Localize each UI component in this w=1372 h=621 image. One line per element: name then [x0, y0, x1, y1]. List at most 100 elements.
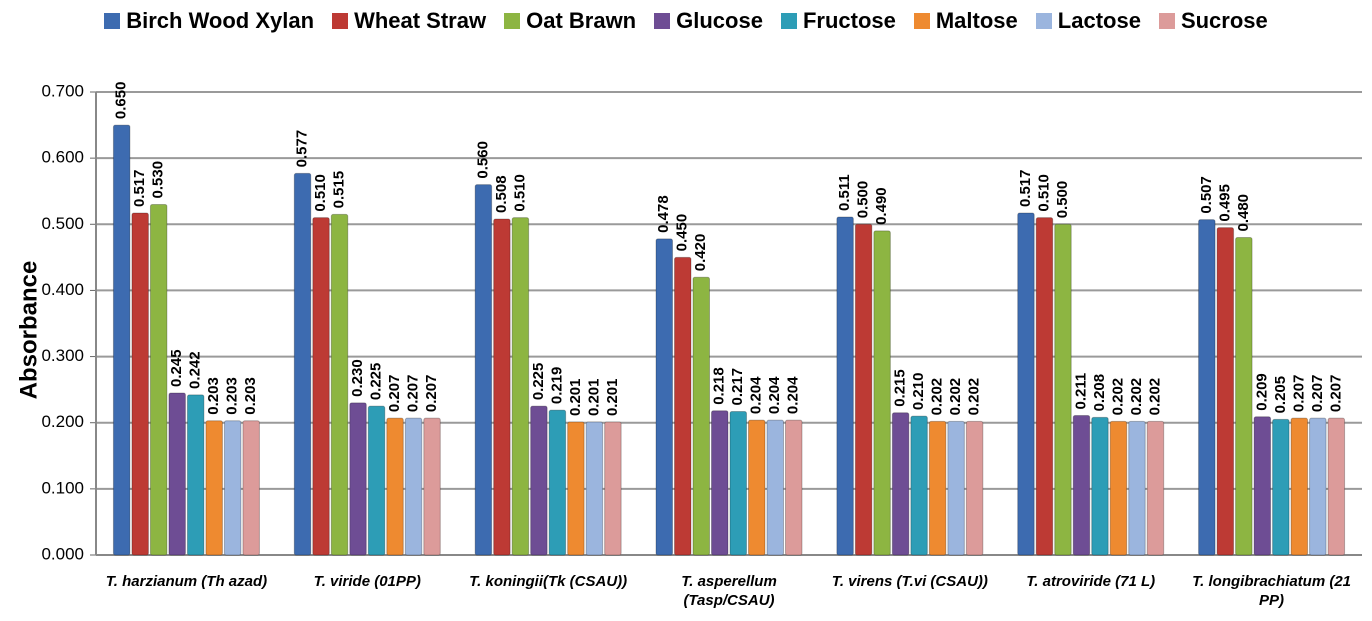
bar [349, 402, 367, 556]
bar [242, 420, 260, 556]
bar [1146, 420, 1165, 556]
data-label: 0.204 [785, 376, 802, 414]
bar [1235, 237, 1253, 556]
x-tick-label: T. virens (T.vi (CSAU)) [831, 573, 988, 590]
bar [493, 218, 511, 556]
data-label: 0.480 [1235, 194, 1252, 232]
legend-swatch [1158, 13, 1175, 29]
data-label: 0.218 [711, 367, 728, 405]
x-tick-label: T. viride (01PP) [313, 573, 421, 590]
bar [729, 410, 747, 556]
x-tick-label: T. longibrachiatum (21 PP) [1192, 573, 1352, 609]
data-label: 0.205 [1272, 376, 1289, 414]
bar [404, 417, 423, 556]
data-label: 0.207 [1290, 375, 1307, 413]
data-label: 0.230 [349, 359, 366, 397]
bar [367, 405, 386, 556]
data-label: 0.507 [1198, 176, 1215, 214]
bar [511, 217, 530, 556]
data-label: 0.560 [474, 141, 491, 179]
data-label: 0.500 [855, 181, 872, 219]
bar [1198, 219, 1216, 556]
data-label: 0.202 [1146, 378, 1163, 416]
data-label: 0.495 [1216, 184, 1233, 222]
legend-label: Birch Wood Xylan [126, 8, 315, 33]
data-label: 0.508 [493, 175, 510, 213]
bar [223, 420, 242, 556]
y-tick-label: 0.100 [41, 478, 84, 497]
data-label: 0.242 [187, 351, 204, 389]
bar [330, 213, 349, 556]
legend-item: Glucose [654, 8, 763, 34]
x-tick-label: T. harzianum (Th azad) [105, 573, 268, 590]
legend-label: Wheat Straw [354, 8, 487, 33]
bar [928, 420, 947, 556]
data-label: 0.478 [655, 195, 672, 233]
legend-swatch [332, 13, 349, 29]
data-label: 0.202 [947, 378, 964, 416]
legend-label: Oat Brawn [526, 8, 637, 33]
data-label: 0.225 [368, 363, 385, 401]
bar [1327, 417, 1346, 556]
bar [748, 419, 766, 556]
data-label: 0.209 [1253, 373, 1270, 411]
legend-swatch [504, 13, 521, 29]
data-label: 0.201 [604, 379, 621, 417]
data-label: 0.510 [1035, 174, 1052, 212]
data-label: 0.202 [1109, 378, 1126, 416]
data-label: 0.204 [766, 376, 783, 414]
legend-item: Sucrose [1158, 8, 1268, 34]
legend-label: Sucrose [1180, 8, 1268, 33]
data-label: 0.207 [405, 375, 422, 413]
data-label: 0.211 [1072, 373, 1089, 410]
bar [293, 172, 312, 556]
legend-label: Glucose [676, 8, 763, 33]
legend-swatch [654, 13, 671, 29]
bar [1272, 418, 1290, 556]
data-label: 0.517 [131, 169, 148, 207]
bar [386, 417, 404, 556]
legend-label: Lactose [1057, 8, 1141, 33]
bar [891, 412, 910, 556]
bar [423, 417, 441, 556]
data-label: 0.577 [294, 130, 311, 168]
bar [1017, 212, 1035, 556]
y-tick-label: 0.300 [41, 346, 84, 365]
bar [873, 230, 891, 556]
data-label: 0.207 [1327, 375, 1344, 413]
bar [854, 223, 873, 556]
data-label: 0.204 [748, 376, 765, 414]
bar [785, 419, 803, 556]
data-label: 0.210 [910, 373, 927, 411]
bar [1216, 227, 1235, 556]
legend-item: Birch Wood Xylan [104, 8, 314, 34]
y-axis-label: Absorbance [15, 261, 42, 400]
legend-swatch [780, 13, 797, 29]
bar [131, 212, 149, 556]
data-label: 0.215 [892, 369, 909, 407]
bar [674, 256, 692, 556]
bar [530, 405, 548, 556]
data-label: 0.515 [331, 171, 348, 209]
legend-item: Fructose [780, 8, 896, 34]
bar [474, 184, 493, 556]
data-label: 0.219 [548, 367, 565, 405]
data-label: 0.203 [224, 377, 241, 415]
bar [168, 392, 186, 556]
bar [965, 420, 984, 556]
bar [1054, 223, 1072, 556]
data-label: 0.202 [966, 378, 983, 416]
data-label: 0.510 [312, 174, 329, 212]
legend-swatch [1035, 13, 1052, 29]
bar [567, 421, 585, 556]
bar [1309, 417, 1327, 556]
bar [604, 421, 622, 556]
y-tick-label: 0.700 [41, 81, 84, 100]
legend-item: Oat Brawn [504, 8, 636, 34]
bar [692, 276, 710, 556]
legend: Birch Wood Xylan Wheat Straw Oat Brawn Gluc… [0, 8, 1372, 34]
y-tick-label: 0.000 [41, 544, 84, 563]
data-label: 0.225 [530, 363, 547, 401]
bar [312, 217, 330, 556]
